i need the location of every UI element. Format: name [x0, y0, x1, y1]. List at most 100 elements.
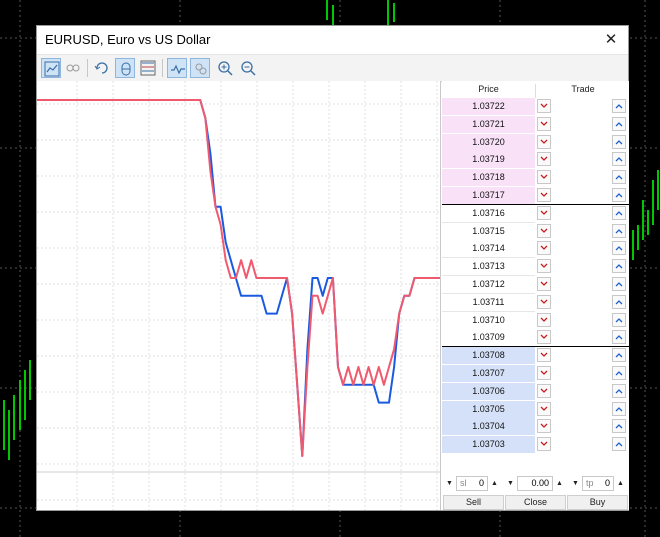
close-position-button[interactable]: Close	[505, 495, 566, 510]
buy-limit-button[interactable]	[612, 383, 626, 398]
sell-limit-button[interactable]	[537, 294, 551, 309]
refresh-icon[interactable]	[92, 58, 112, 78]
ladder-row: 1.03722	[442, 98, 629, 116]
sell-limit-button[interactable]	[537, 330, 551, 345]
chevron-up-icon	[615, 388, 623, 394]
buy-limit-button[interactable]	[612, 99, 626, 113]
sell-limit-button[interactable]	[537, 401, 551, 416]
sl-decrease-button[interactable]: ▼	[446, 480, 453, 487]
ladder-row: 1.03707	[442, 365, 629, 383]
tp-increase-button[interactable]: ▲	[617, 480, 624, 487]
sell-limit-button[interactable]	[537, 152, 551, 167]
ladder-price: 1.03718	[442, 169, 535, 188]
ladder-row: 1.03705	[442, 400, 629, 419]
ladder-row: 1.03712	[442, 276, 629, 294]
chevron-up-icon	[615, 104, 623, 109]
buy-limit-button[interactable]	[612, 259, 626, 274]
chevron-down-icon	[540, 139, 548, 144]
ladder-price: 1.03703	[442, 436, 535, 455]
spread-divider	[442, 203, 629, 205]
sell-limit-button[interactable]	[537, 437, 551, 452]
ladder-price: 1.03715	[442, 222, 535, 241]
buy-limit-button[interactable]	[612, 241, 626, 256]
sell-limit-button[interactable]	[537, 366, 551, 380]
volume-decrease-button[interactable]: ▼	[507, 480, 514, 487]
sell-limit-button[interactable]	[537, 419, 551, 434]
tp-field[interactable]: tp 0	[582, 476, 614, 491]
ladder-price: 1.03712	[442, 276, 535, 294]
sell-limit-button[interactable]	[537, 223, 551, 238]
volume-field[interactable]: 0.00	[517, 476, 553, 491]
buy-limit-button[interactable]	[612, 134, 626, 149]
link-icon[interactable]	[190, 58, 210, 78]
buy-limit-button[interactable]	[612, 366, 626, 380]
sell-limit-button[interactable]	[537, 116, 551, 131]
price-column-header: Price	[478, 84, 499, 94]
ladder-price: 1.03709	[442, 329, 535, 348]
chevron-down-icon	[540, 370, 548, 375]
chevron-down-icon	[540, 281, 548, 286]
ladder-price: 1.03714	[442, 240, 535, 259]
ladder-price: 1.03722	[442, 98, 535, 116]
chevron-up-icon	[615, 139, 623, 145]
buy-limit-button[interactable]	[612, 205, 626, 220]
buy-limit-button[interactable]	[612, 312, 626, 327]
chevron-up-icon	[615, 264, 623, 269]
sell-limit-button[interactable]	[537, 348, 551, 363]
chevron-down-icon	[540, 299, 548, 304]
buy-limit-button[interactable]	[612, 294, 626, 309]
sell-limit-button[interactable]	[537, 241, 551, 256]
sell-limit-button[interactable]	[537, 383, 551, 398]
tick-chart[interactable]	[37, 81, 441, 510]
chevron-up-icon	[615, 424, 623, 429]
buy-limit-button[interactable]	[612, 330, 626, 345]
ladder-price: 1.03721	[442, 115, 535, 134]
sell-limit-button[interactable]	[537, 134, 551, 149]
ladder-price: 1.03708	[442, 347, 535, 366]
buy-limit-button[interactable]	[612, 401, 626, 416]
ladder-price: 1.03719	[442, 151, 535, 170]
chart-icon[interactable]	[41, 58, 61, 78]
buy-limit-button[interactable]	[612, 170, 626, 185]
buy-limit-button[interactable]	[612, 277, 626, 291]
sell-button[interactable]: Sell	[443, 495, 504, 510]
sell-limit-button[interactable]	[537, 99, 551, 113]
tp-decrease-button[interactable]: ▼	[572, 480, 579, 487]
sl-field[interactable]: sl 0	[456, 476, 488, 491]
ladder-price: 1.03705	[442, 400, 535, 419]
tp-label: tp	[586, 478, 594, 488]
sl-increase-button[interactable]: ▲	[491, 480, 498, 487]
ladder-price: 1.03720	[442, 133, 535, 152]
close-button[interactable]: ✕	[604, 31, 618, 48]
ask-line	[37, 99, 440, 457]
buy-limit-button[interactable]	[612, 348, 626, 363]
sell-limit-button[interactable]	[537, 188, 551, 202]
ladder-price: 1.03704	[442, 418, 535, 437]
chevron-down-icon	[540, 317, 548, 322]
buy-limit-button[interactable]	[612, 437, 626, 452]
auto-scroll-icon[interactable]	[115, 58, 135, 78]
sl-label: sl	[460, 478, 467, 488]
buy-button[interactable]: Buy	[567, 495, 628, 510]
one-click-trading-icon[interactable]	[63, 58, 83, 78]
ladder-row: 1.03721	[442, 115, 629, 134]
buy-limit-button[interactable]	[612, 419, 626, 434]
sell-limit-button[interactable]	[537, 259, 551, 274]
buy-limit-button[interactable]	[612, 223, 626, 238]
sell-limit-button[interactable]	[537, 205, 551, 220]
chevron-up-icon	[615, 157, 623, 162]
sell-limit-button[interactable]	[537, 170, 551, 185]
buy-limit-button[interactable]	[612, 116, 626, 131]
chevron-down-icon	[540, 156, 548, 162]
depth-of-market-icon[interactable]	[138, 58, 158, 78]
sell-limit-button[interactable]	[537, 312, 551, 327]
zoom-out-icon[interactable]	[238, 58, 258, 78]
buy-limit-button[interactable]	[612, 152, 626, 167]
tick-chart-icon[interactable]	[167, 58, 187, 78]
zoom-in-icon[interactable]	[215, 58, 235, 78]
buy-limit-button[interactable]	[612, 188, 626, 202]
chevron-down-icon	[540, 245, 548, 251]
chevron-up-icon	[615, 210, 623, 216]
sell-limit-button[interactable]	[537, 277, 551, 291]
volume-increase-button[interactable]: ▲	[556, 480, 563, 487]
